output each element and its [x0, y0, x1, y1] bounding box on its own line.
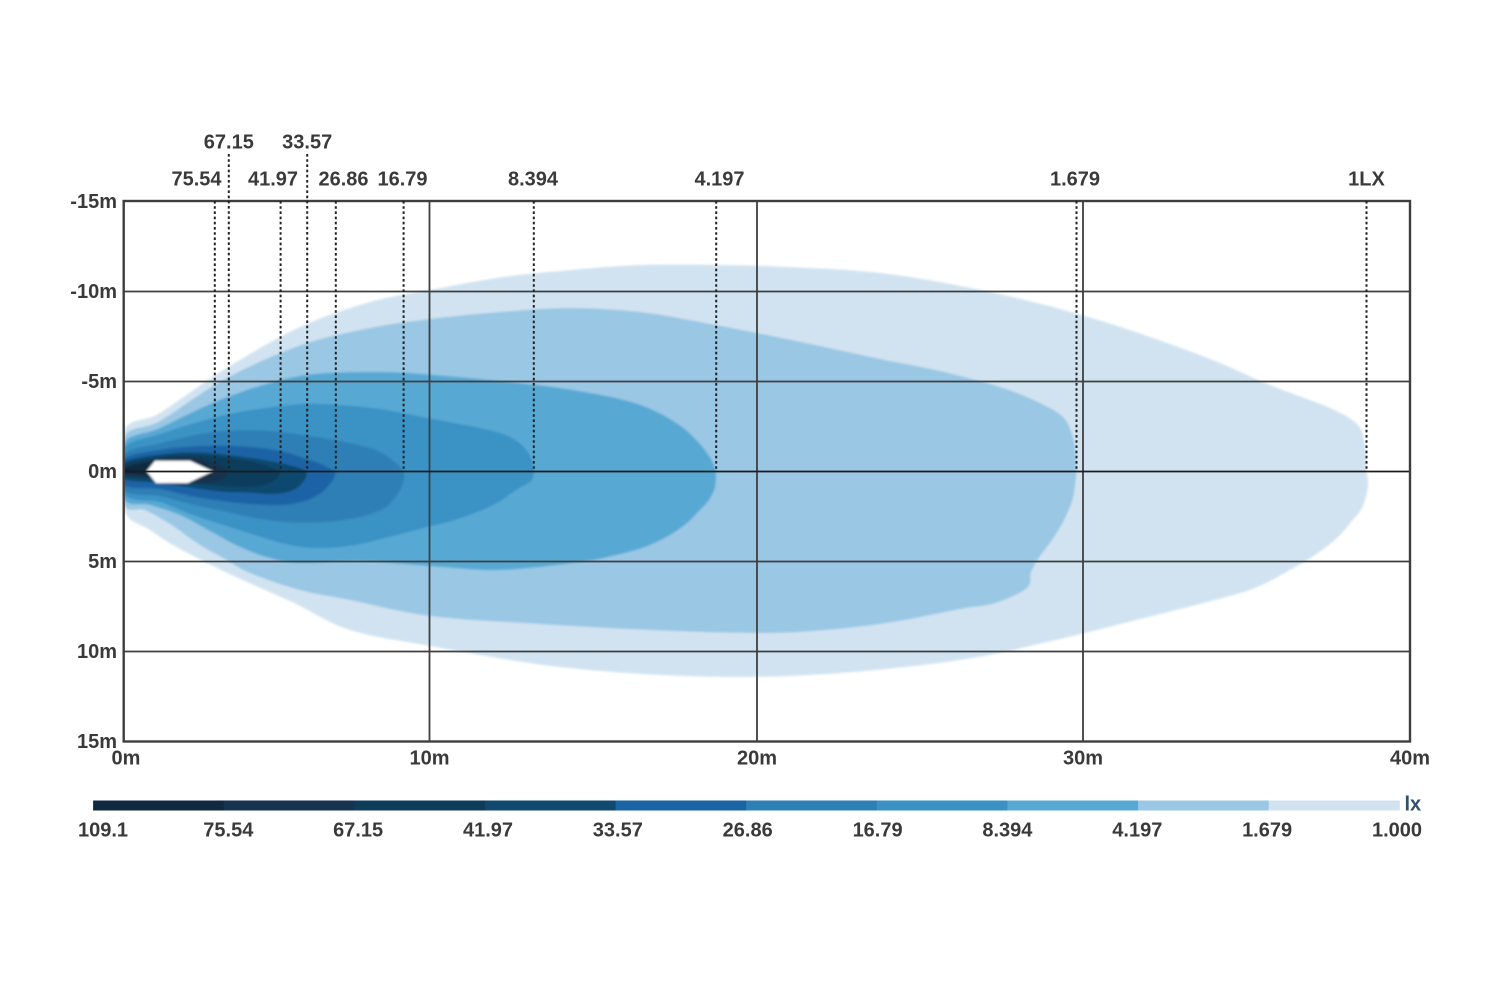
svg-text:16.79: 16.79 — [377, 169, 427, 191]
svg-text:41.97: 41.97 — [463, 820, 513, 842]
svg-text:-5m: -5m — [81, 371, 117, 393]
svg-text:75.54: 75.54 — [171, 169, 222, 191]
svg-text:1.000: 1.000 — [1372, 820, 1422, 842]
svg-text:26.86: 26.86 — [723, 820, 773, 842]
svg-text:15m: 15m — [77, 731, 117, 753]
svg-text:10m: 10m — [409, 748, 449, 770]
svg-text:75.54: 75.54 — [203, 820, 254, 842]
svg-text:67.15: 67.15 — [333, 820, 383, 842]
svg-text:16.79: 16.79 — [853, 820, 903, 842]
svg-text:1.679: 1.679 — [1242, 820, 1292, 842]
svg-text:10m: 10m — [77, 641, 117, 663]
svg-text:33.57: 33.57 — [593, 820, 643, 842]
svg-text:33.57: 33.57 — [282, 132, 332, 154]
svg-text:26.86: 26.86 — [318, 169, 368, 191]
svg-text:8.394: 8.394 — [508, 169, 559, 191]
svg-text:20m: 20m — [737, 748, 777, 770]
svg-text:8.394: 8.394 — [982, 820, 1033, 842]
svg-text:1.679: 1.679 — [1050, 169, 1100, 191]
svg-text:4.197: 4.197 — [1112, 820, 1162, 842]
svg-text:5m: 5m — [88, 551, 117, 573]
svg-text:-10m: -10m — [70, 281, 117, 303]
svg-text:67.15: 67.15 — [204, 132, 254, 154]
svg-text:-15m: -15m — [70, 191, 117, 213]
svg-text:109.1: 109.1 — [78, 820, 128, 842]
svg-text:lx: lx — [1405, 794, 1422, 816]
svg-text:0m: 0m — [88, 461, 117, 483]
svg-text:41.97: 41.97 — [248, 169, 298, 191]
svg-text:4.197: 4.197 — [694, 169, 744, 191]
svg-text:30m: 30m — [1063, 748, 1103, 770]
svg-text:1LX: 1LX — [1348, 169, 1385, 191]
svg-text:0m: 0m — [112, 748, 141, 770]
svg-text:40m: 40m — [1390, 748, 1430, 770]
